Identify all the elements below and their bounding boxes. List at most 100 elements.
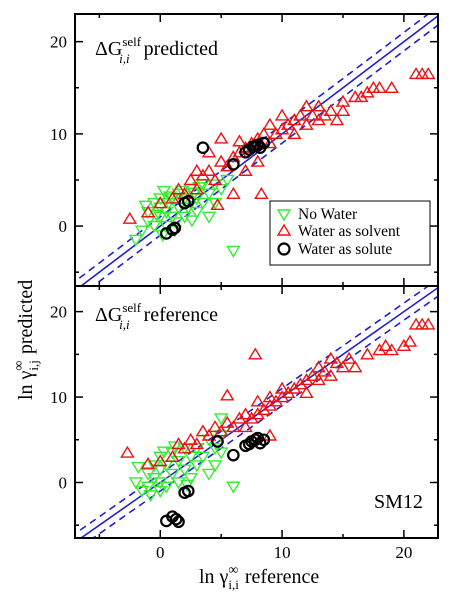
point-water-solute bbox=[211, 435, 224, 448]
point-water-solvent bbox=[293, 108, 308, 121]
point-water-solvent bbox=[384, 343, 399, 356]
point-water-solute bbox=[181, 484, 195, 498]
point-water-solvent bbox=[335, 360, 351, 373]
point-water-solvent bbox=[323, 368, 339, 381]
point-water-solvent bbox=[299, 99, 314, 112]
point-no-water bbox=[220, 174, 235, 187]
point-water-solvent bbox=[213, 154, 229, 167]
legend-marker-water-solute bbox=[277, 242, 291, 256]
point-no-water bbox=[184, 215, 200, 228]
point-water-solvent bbox=[341, 351, 357, 364]
point-water-solute bbox=[257, 433, 271, 447]
point-water-solvent bbox=[280, 385, 296, 398]
point-water-solute bbox=[227, 448, 240, 462]
point-water-solvent bbox=[421, 67, 436, 80]
point-water-solute bbox=[181, 194, 195, 208]
point-water-solvent bbox=[177, 441, 192, 454]
point-water-solvent bbox=[120, 445, 135, 458]
legend: No Water Water as solvent Water as solut… bbox=[269, 200, 431, 266]
point-water-solvent bbox=[140, 205, 156, 218]
y-tick-label: 10 bbox=[50, 125, 67, 144]
point-water-solvent bbox=[396, 338, 412, 351]
point-water-solvent bbox=[226, 420, 241, 433]
point-water-solvent bbox=[262, 390, 278, 403]
point-water-solvent bbox=[238, 407, 253, 420]
point-water-solvent bbox=[323, 351, 339, 364]
identity-line bbox=[79, 14, 438, 286]
point-no-water bbox=[189, 207, 205, 220]
y-tick-label: 0 bbox=[59, 217, 68, 236]
point-no-water bbox=[138, 200, 153, 213]
point-no-water bbox=[140, 468, 156, 481]
point-water-solvent bbox=[262, 136, 278, 149]
point-water-solute bbox=[253, 436, 267, 450]
point-water-solvent bbox=[213, 131, 229, 144]
point-no-water bbox=[189, 460, 205, 473]
point-water-solvent bbox=[189, 182, 205, 195]
point-no-water bbox=[207, 197, 223, 210]
point-water-solvent bbox=[256, 403, 272, 416]
point-no-water bbox=[162, 191, 178, 204]
point-water-solvent bbox=[299, 117, 314, 130]
y-tick-label: 10 bbox=[50, 388, 67, 407]
point-no-water bbox=[159, 481, 174, 494]
legend-label-water-solvent: Water as solvent bbox=[298, 223, 401, 240]
point-no-water bbox=[201, 211, 217, 224]
point-no-water bbox=[128, 234, 144, 247]
point-water-solvent bbox=[311, 360, 326, 373]
x-axis-label: ln γ∞ i,i reference bbox=[199, 563, 319, 592]
top-panel: 0 10 20 ΔGself i,i predicted No Water Water … bbox=[50, 13, 439, 287]
point-water-solvent bbox=[384, 80, 399, 93]
point-water-solvent bbox=[195, 424, 211, 437]
point-water-solvent bbox=[347, 360, 363, 373]
point-no-water bbox=[183, 473, 198, 486]
point-water-solvent bbox=[171, 182, 186, 195]
point-water-solvent bbox=[268, 394, 284, 407]
point-no-water bbox=[146, 473, 162, 486]
point-water-solute bbox=[257, 136, 271, 150]
point-water-solvent bbox=[220, 159, 235, 172]
point-water-solvent bbox=[183, 173, 198, 186]
point-water-solvent bbox=[329, 113, 345, 126]
point-no-water bbox=[213, 447, 229, 460]
point-no-water bbox=[167, 441, 183, 454]
point-water-solvent bbox=[372, 80, 387, 93]
point-water-solvent bbox=[262, 398, 278, 411]
bottom-plot-frame bbox=[74, 285, 439, 539]
y-tick-label: 20 bbox=[50, 303, 67, 322]
point-no-water bbox=[195, 451, 211, 464]
point-no-water bbox=[128, 477, 144, 490]
point-no-water bbox=[171, 477, 186, 490]
point-no-water bbox=[143, 490, 158, 503]
point-water-solvent bbox=[232, 134, 247, 147]
point-water-solvent bbox=[378, 338, 393, 351]
point-water-solvent bbox=[408, 67, 424, 80]
identity-line bbox=[79, 286, 438, 538]
point-no-water bbox=[207, 460, 223, 473]
point-water-solvent bbox=[311, 373, 326, 386]
point-water-solvent bbox=[153, 454, 168, 467]
point-water-solvent bbox=[317, 364, 332, 377]
point-water-solvent bbox=[201, 428, 217, 441]
point-no-water bbox=[226, 245, 241, 258]
bottom-reference-lines bbox=[75, 286, 438, 538]
point-water-solvent bbox=[335, 94, 351, 107]
point-water-solvent bbox=[360, 347, 375, 360]
point-water-solvent bbox=[311, 99, 326, 112]
point-water-solvent bbox=[293, 377, 308, 390]
point-water-solvent bbox=[274, 381, 290, 394]
legend-box bbox=[269, 200, 431, 266]
point-no-water bbox=[153, 477, 168, 490]
point-water-solvent bbox=[232, 411, 247, 424]
point-water-solute bbox=[172, 515, 185, 529]
point-no-water bbox=[134, 225, 150, 238]
point-water-solvent bbox=[414, 317, 430, 330]
point-no-water bbox=[153, 485, 168, 498]
lower-dashed-line bbox=[91, 24, 438, 286]
legend-label-no-water: No Water bbox=[298, 206, 358, 223]
top-ticks: 0 10 20 bbox=[50, 14, 438, 286]
x-tick-label: 0 bbox=[156, 543, 165, 562]
y-tick-label: 0 bbox=[59, 473, 68, 492]
point-water-solvent bbox=[220, 415, 235, 428]
point-water-solvent bbox=[262, 117, 278, 130]
